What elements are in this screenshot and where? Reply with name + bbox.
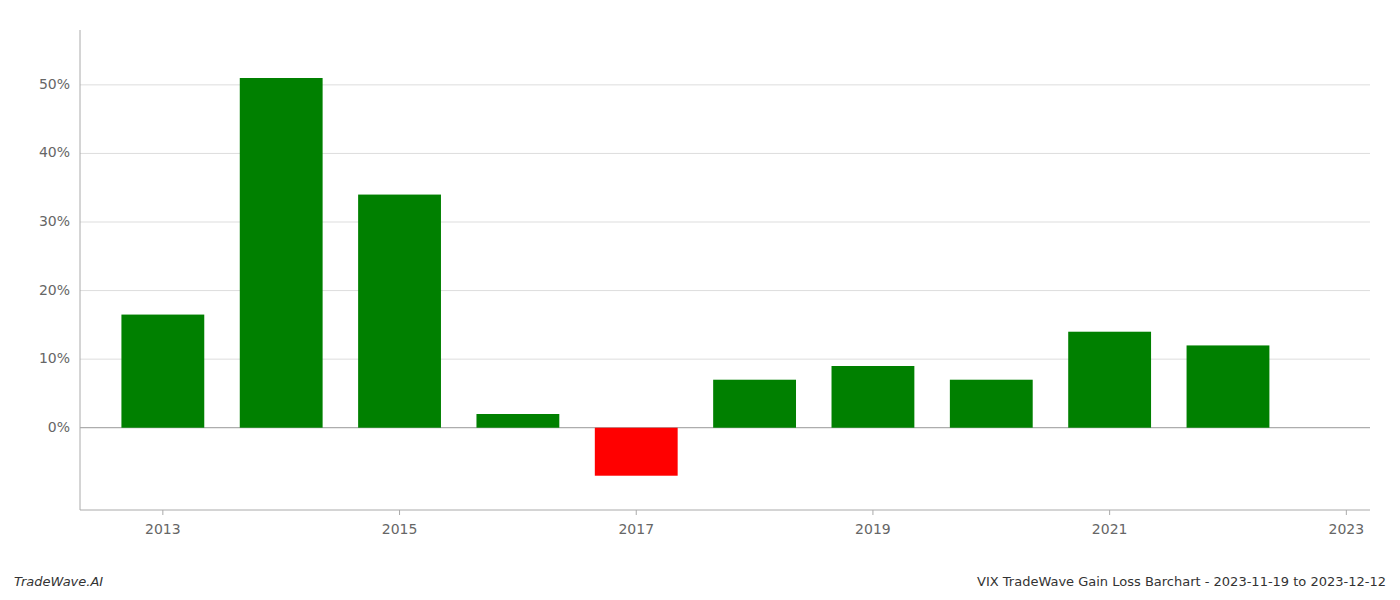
x-tick — [1109, 510, 1110, 515]
x-tick-label: 2019 — [855, 521, 891, 537]
x-tick-label: 2015 — [382, 521, 418, 537]
y-tick-label: 0% — [48, 419, 70, 435]
x-tick — [162, 510, 163, 515]
bars — [121, 78, 1269, 476]
bar — [950, 380, 1033, 428]
bar — [832, 366, 915, 428]
background — [0, 0, 1400, 600]
bar — [1068, 332, 1151, 428]
bar — [1187, 345, 1270, 427]
footer-right: VIX TradeWave Gain Loss Barchart - 2023-… — [977, 574, 1386, 589]
chart-svg: 0% 10% 20% 30% 40% 50% 2013 2015 2017 2019 2021 202… — [0, 0, 1400, 600]
bar — [713, 380, 796, 428]
bar — [121, 315, 204, 428]
footer-left: TradeWave.AI — [14, 574, 103, 589]
y-tick-label: 30% — [39, 213, 70, 229]
chart-container: 0% 10% 20% 30% 40% 50% 2013 2015 2017 2019 2021 202… — [0, 0, 1400, 600]
x-tick — [1346, 510, 1347, 515]
y-tick-label: 20% — [39, 282, 70, 298]
x-tick — [636, 510, 637, 515]
bar — [358, 195, 441, 428]
x-tick-label: 2023 — [1329, 521, 1365, 537]
x-tick-label: 2021 — [1092, 521, 1128, 537]
x-ticks: 2013 2015 2017 2019 2021 2023 — [145, 510, 1364, 537]
x-tick — [872, 510, 873, 515]
x-tick — [399, 510, 400, 515]
bar — [476, 414, 559, 428]
y-axis-line — [80, 30, 81, 510]
y-tick-label: 10% — [39, 350, 70, 366]
y-tick-labels: 0% 10% 20% 30% 40% 50% — [39, 76, 70, 435]
x-axis-line — [80, 510, 1370, 511]
bar — [240, 78, 323, 428]
x-tick-label: 2017 — [618, 521, 654, 537]
y-tick-label: 50% — [39, 76, 70, 92]
bar — [595, 428, 678, 476]
y-tick-label: 40% — [39, 144, 70, 160]
x-tick-label: 2013 — [145, 521, 181, 537]
